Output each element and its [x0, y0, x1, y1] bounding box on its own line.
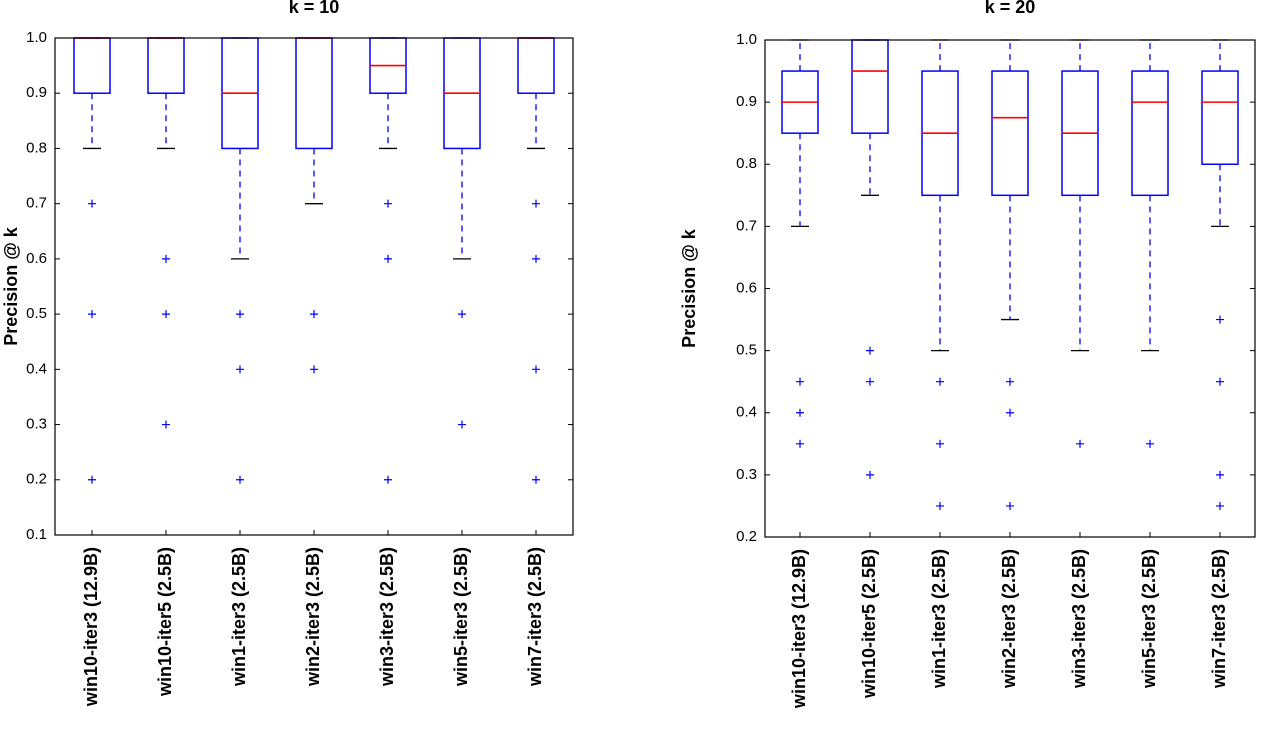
- plot-frame: [764, 39, 1256, 538]
- x-tick-label: win3-iter3 (2.5B): [377, 547, 397, 687]
- y-tick-label: 0.8: [736, 155, 757, 172]
- y-tick-label: 1.0: [736, 31, 757, 48]
- y-tick-label: 0.9: [26, 84, 47, 101]
- outlier: [1216, 501, 1224, 510]
- x-tick-label: win5-iter3 (2.5B): [1139, 549, 1159, 689]
- outlier: [1076, 439, 1084, 448]
- x-tick-label: win3-iter3 (2.5B): [1069, 549, 1089, 689]
- y-tick-label: 0.3: [26, 416, 47, 433]
- outlier: [532, 199, 540, 208]
- plot-frame: [54, 37, 574, 536]
- box: [991, 70, 1029, 197]
- outlier: [532, 475, 540, 484]
- outlier: [236, 310, 244, 319]
- y-tick-label: 0.7: [26, 195, 47, 212]
- outlier: [936, 439, 944, 448]
- box: [1201, 70, 1239, 165]
- y-tick-label: 0.5: [26, 305, 47, 322]
- y-tick-label: 0.3: [736, 466, 757, 483]
- box: [295, 37, 333, 150]
- outlier: [1216, 315, 1224, 324]
- x-tick-label: win10-iter3 (12.9B): [81, 547, 101, 707]
- outlier: [384, 254, 392, 263]
- box: [517, 37, 555, 94]
- outlier: [1006, 501, 1014, 510]
- x-tick-label: win7-iter3 (2.5B): [525, 547, 545, 687]
- outlier: [162, 420, 170, 429]
- x-tick-label: win5-iter3 (2.5B): [451, 547, 471, 687]
- outlier: [532, 254, 540, 263]
- outlier: [796, 377, 804, 386]
- outlier: [1216, 377, 1224, 386]
- y-tick-label: 0.6: [26, 250, 47, 267]
- outlier: [162, 254, 170, 263]
- outlier: [458, 310, 466, 319]
- y-tick-label: 0.7: [736, 217, 757, 234]
- y-tick-label: 0.8: [26, 139, 47, 156]
- outlier: [1006, 377, 1014, 386]
- y-tick-label: 1.0: [26, 29, 47, 46]
- outlier: [796, 439, 804, 448]
- box: [1131, 70, 1169, 197]
- outlier: [1006, 408, 1014, 417]
- outlier: [310, 365, 318, 374]
- x-tick-label: win10-iter3 (12.9B): [789, 549, 809, 709]
- x-tick-label: win2-iter3 (2.5B): [303, 547, 323, 687]
- outlier: [936, 501, 944, 510]
- outlier: [796, 408, 804, 417]
- box: [147, 37, 185, 94]
- outlier: [162, 310, 170, 319]
- y-tick-label: 0.2: [26, 471, 47, 488]
- y-axis-label: Precision @ k: [1, 226, 21, 346]
- x-tick-label: win1-iter3 (2.5B): [929, 549, 949, 689]
- outlier: [236, 475, 244, 484]
- y-tick-label: 0.4: [26, 360, 47, 377]
- outlier: [936, 377, 944, 386]
- y-tick-label: 0.1: [26, 526, 47, 543]
- y-tick-label: 0.6: [736, 279, 757, 296]
- x-tick-label: win10-iter5 (2.5B): [155, 547, 175, 697]
- outlier: [532, 365, 540, 374]
- outlier: [384, 475, 392, 484]
- outlier: [384, 199, 392, 208]
- outlier: [310, 310, 318, 319]
- x-tick-label: win10-iter5 (2.5B): [859, 549, 879, 699]
- outlier: [1146, 439, 1154, 448]
- y-tick-label: 0.5: [736, 342, 757, 359]
- outlier: [88, 199, 96, 208]
- y-tick-label: 0.4: [736, 404, 757, 421]
- y-tick-label: 0.9: [736, 93, 757, 110]
- outlier: [88, 310, 96, 319]
- chart-title: k = 20: [985, 0, 1036, 17]
- y-tick-label: 0.2: [736, 528, 757, 545]
- x-tick-label: win7-iter3 (2.5B): [1209, 549, 1229, 689]
- outlier: [866, 346, 874, 355]
- chart-title: k = 10: [289, 0, 340, 17]
- outlier: [88, 475, 96, 484]
- box: [73, 37, 111, 94]
- outlier: [458, 420, 466, 429]
- y-axis-label: Precision @ k: [679, 228, 699, 348]
- box: [851, 39, 889, 134]
- x-tick-label: win1-iter3 (2.5B): [229, 547, 249, 687]
- outlier: [866, 377, 874, 386]
- outlier: [236, 365, 244, 374]
- outlier: [1216, 470, 1224, 479]
- outlier: [866, 470, 874, 479]
- x-tick-label: win2-iter3 (2.5B): [999, 549, 1019, 689]
